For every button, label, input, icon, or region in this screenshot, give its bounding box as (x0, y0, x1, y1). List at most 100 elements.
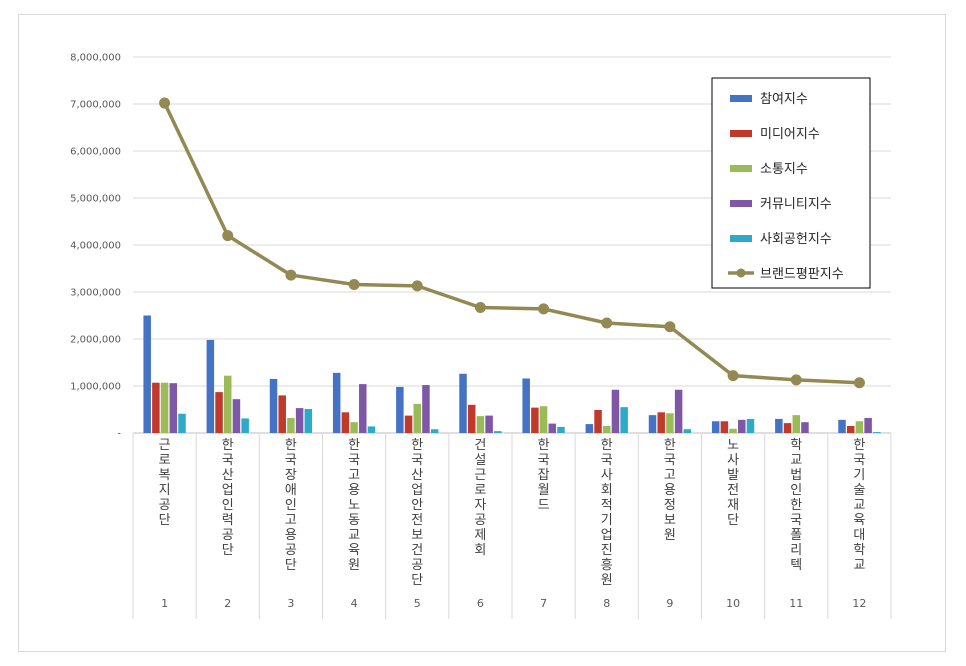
bar-참여지수 (775, 418, 783, 433)
marker-브랜드평판지수 (601, 317, 613, 329)
bar-소통지수 (539, 406, 548, 433)
legend-label: 소통지수 (760, 162, 808, 177)
bar-소통지수 (350, 422, 358, 433)
marker-브랜드평판지수 (727, 370, 739, 382)
marker-브랜드평판지수 (411, 280, 423, 292)
bar-사회공헌지수 (367, 426, 376, 433)
rank-label: 7 (540, 597, 547, 610)
legend-label: 브랜드평판지수 (760, 267, 844, 282)
marker-브랜드평판지수 (159, 97, 171, 109)
bar-사회공헌지수 (304, 409, 313, 433)
bar-커뮤니티지수 (359, 384, 367, 433)
bar-미디어지수 (594, 409, 602, 433)
legend-swatch (730, 130, 752, 137)
y-tick-label: 8,000,000 (70, 53, 121, 64)
marker-브랜드평판지수 (474, 302, 486, 314)
bar-참여지수 (206, 339, 215, 433)
y-tick-label: - (117, 429, 121, 440)
bar-커뮤니티지수 (295, 408, 304, 433)
bar-미디어지수 (278, 395, 286, 433)
chart-frame: - 1,000,000 2,000,000 3,000,000 4,000,000 5,0… (18, 14, 946, 652)
rank-label: 12 (852, 597, 866, 610)
marker-브랜드평판지수 (790, 374, 802, 386)
bar-미디어지수 (152, 382, 160, 433)
bar-소통지수 (603, 425, 611, 433)
bar-소통지수 (476, 416, 485, 433)
bar-미디어지수 (531, 407, 539, 433)
bar-소통지수 (287, 417, 295, 433)
bar-미디어지수 (657, 412, 665, 433)
bar-참여지수 (838, 419, 846, 433)
bar-소통지수 (224, 375, 232, 433)
marker-브랜드평판지수 (348, 278, 360, 290)
bar-미디어지수 (720, 421, 729, 433)
bar-사회공헌지수 (557, 426, 565, 433)
bar-미디어지수 (846, 425, 855, 433)
rank-label: 3 (287, 597, 294, 610)
legend-swatch (730, 200, 752, 207)
rank-label: 9 (666, 597, 673, 610)
rank-label: 5 (414, 597, 421, 610)
rank-label: 4 (351, 597, 358, 610)
legend-swatch (730, 95, 752, 102)
bar-참여지수 (648, 415, 657, 433)
brand-reputation-chart: - 1,000,000 2,000,000 3,000,000 4,000,000 5,0… (70, 53, 892, 619)
legend-marker-swatch (736, 268, 746, 278)
rank-label: 8 (603, 597, 610, 610)
bar-소통지수 (792, 415, 800, 433)
rank-label: 11 (789, 597, 803, 610)
bar-커뮤니티지수 (674, 389, 683, 433)
bar-소통지수 (413, 403, 421, 433)
bar-소통지수 (855, 421, 864, 433)
bar-사회공헌지수 (873, 432, 881, 433)
legend-swatch (730, 165, 752, 172)
bar-커뮤니티지수 (422, 385, 430, 433)
bar-사회공헌지수 (683, 429, 692, 433)
legend-label: 참여지수 (760, 92, 808, 107)
legend-box (711, 77, 871, 289)
rank-label: 1 (161, 597, 168, 610)
y-tick-label: 1,000,000 (70, 382, 121, 393)
bar-미디어지수 (215, 392, 223, 433)
legend-label: 사회공헌지수 (760, 232, 832, 247)
bar-미디어지수 (467, 404, 476, 433)
bar-커뮤니티지수 (232, 399, 241, 433)
bar-커뮤니티지수 (611, 389, 620, 433)
marker-브랜드평판지수 (222, 230, 234, 242)
bar-소통지수 (729, 428, 737, 433)
bar-커뮤니티지수 (169, 383, 178, 433)
line-브랜드평판지수 (163, 102, 860, 385)
bar-참여지수 (332, 372, 341, 433)
bar-참여지수 (522, 378, 530, 433)
bar-커뮤니티지수 (801, 422, 809, 433)
bar-참여지수 (585, 424, 594, 433)
legend-swatch (730, 235, 752, 242)
bar-참여지수 (143, 315, 151, 433)
bar-사회공헌지수 (241, 418, 249, 433)
legend-label: 미디어지수 (760, 127, 820, 142)
rank-label: 6 (477, 597, 484, 610)
y-tick-label: 3,000,000 (70, 288, 121, 299)
rank-label: 10 (726, 597, 740, 610)
y-tick-label: 5,000,000 (70, 194, 121, 205)
bar-사회공헌지수 (494, 431, 502, 433)
marker-브랜드평판지수 (664, 321, 676, 333)
bar-참여지수 (711, 421, 720, 433)
bar-사회공헌지수 (620, 407, 628, 433)
bar-커뮤니티지수 (548, 423, 557, 433)
y-tick-label: 6,000,000 (70, 147, 121, 158)
y-tick-label: 2,000,000 (70, 335, 121, 346)
bar-커뮤니티지수 (864, 417, 872, 433)
bar-소통지수 (666, 413, 674, 433)
rank-label: 2 (224, 597, 231, 610)
bar-사회공헌지수 (178, 413, 186, 433)
bar-참여지수 (459, 373, 467, 433)
bar-미디어지수 (341, 412, 350, 433)
